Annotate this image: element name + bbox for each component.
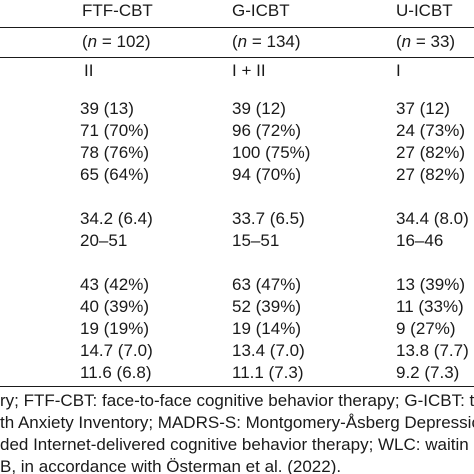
table-cell: 9.2 (7.3)	[396, 363, 460, 382]
table-cell: 24 (73%)	[396, 121, 465, 140]
table-cell: 37 (12)	[396, 99, 450, 118]
table-cell: 43 (42%)	[80, 275, 149, 294]
table-cell: 78 (76%)	[80, 143, 149, 162]
table-cell: 71 (70%)	[80, 121, 149, 140]
table-cell: 96 (72%)	[232, 121, 301, 140]
table-cell: 19 (19%)	[80, 319, 149, 338]
table-cell: 19 (14%)	[232, 319, 301, 338]
table-cell: 13 (39%)	[396, 275, 465, 294]
table-cell: 34.4 (8.0)	[396, 209, 469, 228]
table-cell: 94 (70%)	[232, 165, 301, 184]
table-cell: 39 (13)	[80, 99, 134, 118]
table-cell: I	[396, 61, 401, 80]
table-cell: 13.8 (7.7)	[396, 341, 469, 360]
table-cell: 27 (82%)	[396, 143, 465, 162]
table-cell: 100 (75%)	[232, 143, 311, 162]
table-cell: 11.6 (6.8)	[80, 363, 152, 382]
table-cell: 20–51	[80, 231, 128, 250]
n-cell-ftf-cbt: (n = 102)	[82, 32, 151, 51]
column-header-u-icbt: U-ICBT	[396, 1, 453, 20]
n-cell-u-icbt: (n = 33)	[396, 32, 456, 51]
table-cell: 13.4 (7.0)	[232, 341, 305, 360]
header-rule	[0, 27, 474, 28]
table-footnote: th Anxiety Inventory; MADRS-S: Montgomer…	[0, 413, 474, 432]
table-cell: 9 (27%)	[396, 319, 456, 338]
table-bottom-rule	[0, 386, 474, 387]
table-cell: 11.1 (7.3)	[232, 363, 304, 382]
table-cell: 27 (82%)	[396, 165, 465, 184]
table-cell: II	[84, 61, 94, 80]
table-cell: 16–46	[396, 231, 444, 250]
table-cell: 65 (64%)	[80, 165, 149, 184]
table-cell: 39 (12)	[232, 99, 286, 118]
table-cell: 40 (39%)	[80, 297, 149, 316]
table-cell: I + II	[232, 61, 266, 80]
table-cell: 34.2 (6.4)	[80, 209, 153, 228]
table-cell: 52 (39%)	[232, 297, 301, 316]
table-footnote: B, in accordance with Österman et al. (2…	[0, 457, 342, 474]
table-cell: 14.7 (7.0)	[80, 341, 153, 360]
table-footnote: ry; FTF-CBT: face-to-face cognitive beha…	[0, 391, 474, 410]
table-cell: 63 (47%)	[232, 275, 301, 294]
n-rule	[0, 57, 474, 58]
column-header-g-icbt: G-ICBT	[232, 1, 290, 20]
table-cell: 33.7 (6.5)	[232, 209, 305, 228]
column-header-ftf-cbt: FTF-CBT	[82, 1, 153, 20]
table-footnote: ded Internet-delivered cognitive behavio…	[0, 435, 469, 454]
table-cell: 15–51	[232, 231, 280, 250]
n-cell-g-icbt: (n = 134)	[232, 32, 301, 51]
table-cell: 11 (33%)	[396, 297, 464, 316]
